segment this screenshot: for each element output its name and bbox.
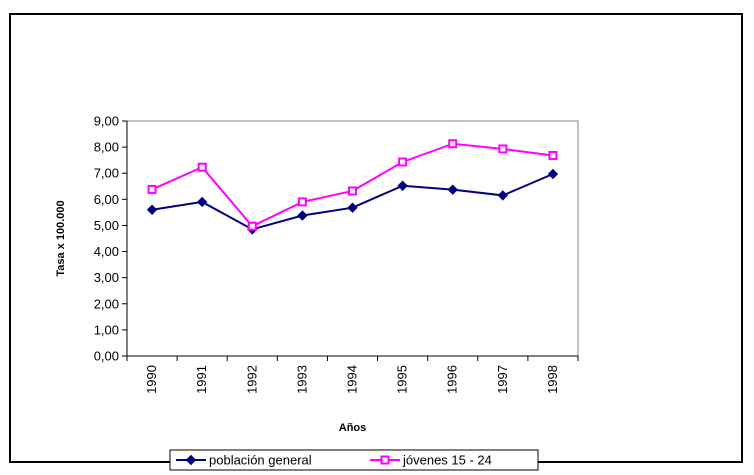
y-tick-label: 7,00: [94, 166, 119, 181]
data-point: [497, 190, 509, 201]
data-point: [448, 139, 458, 149]
legend-label: jóvenes 15 - 24: [402, 453, 492, 468]
y-tick-label: 4,00: [94, 244, 119, 259]
x-tick-label: 1997: [495, 365, 510, 394]
data-point: [447, 184, 458, 195]
legend-label: población general: [209, 453, 312, 468]
legend-marker: [185, 454, 197, 466]
data-point: [297, 210, 308, 221]
y-axis: 0,00 1,00 2,00 3,00 4,00 5,00 6,00 7,00 8,00 9,00: [94, 114, 128, 364]
y-axis-title: Tasa x 100.000: [55, 200, 67, 276]
series-layer: [146, 139, 559, 235]
x-axis-title: Años: [339, 422, 367, 434]
data-point: [147, 184, 157, 194]
data-point: [498, 144, 508, 154]
y-tick-label: 6,00: [94, 192, 119, 207]
y-tick-label: 3,00: [94, 270, 119, 285]
y-tick-label: 0,00: [94, 349, 119, 364]
data-point: [398, 157, 408, 167]
data-point: [146, 204, 158, 215]
data-point: [397, 180, 408, 191]
x-tick-label: 1996: [445, 365, 460, 394]
x-tick-label: 1991: [194, 365, 209, 394]
x-tick-label: 1993: [294, 365, 309, 394]
x-tick-label: 1995: [395, 365, 410, 394]
legend-item: población general: [176, 453, 312, 468]
y-tick-label: 1,00: [94, 322, 119, 337]
x-tick-label: 1992: [244, 365, 259, 394]
data-point: [347, 202, 358, 213]
y-tick-label: 9,00: [94, 114, 119, 129]
y-tick-label: 5,00: [94, 218, 119, 233]
data-point: [297, 197, 307, 207]
x-tick-label: 1990: [144, 365, 159, 394]
y-tick-label: 2,00: [94, 296, 119, 311]
legend: población general jóvenes 15 - 24: [169, 449, 539, 471]
x-tick-label: 1994: [345, 365, 360, 394]
series-1: [146, 168, 559, 235]
data-point: [196, 196, 208, 208]
data-point: [197, 162, 207, 172]
x-axis: 1990 1991 1992 1993 1994 1995 1996 1997 1998: [126, 355, 579, 394]
series-2: [147, 139, 558, 231]
plot-area: [126, 120, 579, 357]
legend-item: jóvenes 15 - 24: [370, 453, 492, 468]
x-tick-label: 1998: [545, 365, 560, 394]
data-point: [548, 150, 558, 160]
data-point: [547, 168, 559, 180]
data-point: [247, 221, 257, 231]
data-point: [348, 186, 357, 196]
legend-marker: [380, 455, 390, 465]
y-tick-label: 8,00: [94, 140, 119, 155]
legend-box: [169, 449, 539, 471]
